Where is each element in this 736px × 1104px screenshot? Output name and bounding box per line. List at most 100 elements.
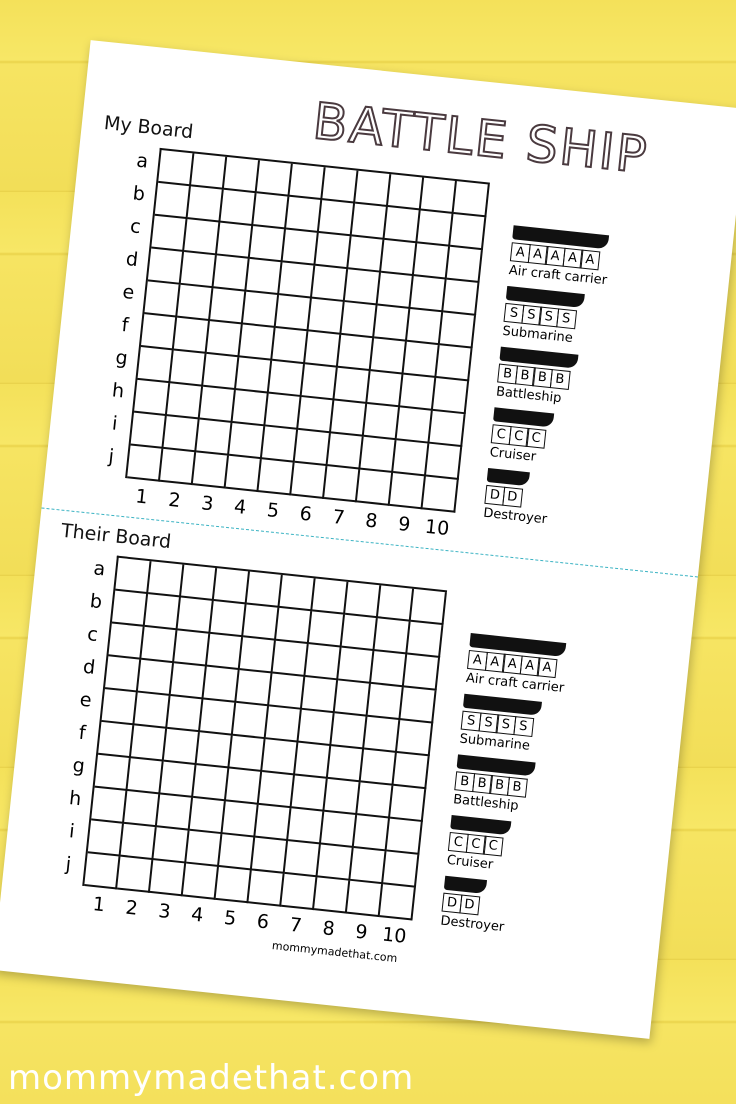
- grid-cell[interactable]: [130, 725, 168, 762]
- grid-cell[interactable]: [218, 834, 256, 871]
- grid-cell[interactable]: [133, 379, 171, 417]
- grid-cell[interactable]: [387, 174, 425, 211]
- grid-cell[interactable]: [284, 841, 321, 878]
- grid-cell[interactable]: [248, 870, 285, 907]
- grid-cell[interactable]: [344, 269, 381, 306]
- grid-cell[interactable]: [144, 281, 181, 318]
- grid-cell[interactable]: [87, 820, 124, 857]
- grid-cell[interactable]: [123, 791, 161, 828]
- grid-cell[interactable]: [190, 153, 228, 190]
- grid-cell[interactable]: [363, 403, 400, 441]
- grid-cell[interactable]: [396, 720, 434, 757]
- grid-cell[interactable]: [399, 374, 437, 411]
- grid-cell[interactable]: [192, 452, 229, 489]
- grid-cell[interactable]: [153, 827, 190, 864]
- grid-cell[interactable]: [196, 419, 233, 456]
- grid-cell[interactable]: [213, 568, 250, 605]
- grid-cell[interactable]: [344, 581, 382, 619]
- grid-cell[interactable]: [275, 295, 312, 332]
- grid-cell[interactable]: [167, 696, 204, 733]
- grid-cell[interactable]: [410, 276, 447, 313]
- grid-cell[interactable]: [180, 564, 218, 602]
- grid-cell[interactable]: [196, 732, 233, 769]
- grid-cell[interactable]: [225, 768, 263, 805]
- grid-cell[interactable]: [429, 410, 466, 448]
- grid-cell[interactable]: [111, 590, 149, 627]
- grid-cell[interactable]: [265, 393, 302, 430]
- grid-cell[interactable]: [357, 782, 394, 819]
- grid-cell[interactable]: [170, 350, 207, 387]
- grid-cell[interactable]: [134, 692, 171, 729]
- grid-cell[interactable]: [246, 258, 283, 296]
- grid-cell[interactable]: [403, 654, 441, 691]
- grid-cell[interactable]: [203, 353, 240, 391]
- grid-cell[interactable]: [327, 746, 365, 783]
- grid-cell[interactable]: [115, 557, 152, 595]
- grid-cell[interactable]: [242, 291, 280, 328]
- grid-cell[interactable]: [236, 670, 273, 707]
- grid-cell[interactable]: [261, 426, 299, 463]
- grid-cell[interactable]: [308, 611, 345, 648]
- grid-cell[interactable]: [120, 823, 157, 861]
- grid-cell[interactable]: [156, 794, 194, 831]
- grid-cell[interactable]: [239, 637, 276, 674]
- grid-cell[interactable]: [163, 416, 200, 453]
- grid-cell[interactable]: [189, 797, 226, 835]
- grid-cell[interactable]: [289, 163, 326, 201]
- grid-cell[interactable]: [317, 844, 354, 881]
- grid-cell[interactable]: [312, 578, 349, 615]
- grid-cell[interactable]: [258, 771, 295, 809]
- grid-cell[interactable]: [91, 787, 128, 824]
- grid-cell[interactable]: [151, 215, 188, 252]
- grid-cell[interactable]: [203, 666, 240, 703]
- grid-cell[interactable]: [285, 196, 323, 233]
- grid-cell[interactable]: [148, 561, 185, 598]
- grid-cell[interactable]: [389, 785, 427, 823]
- grid-cell[interactable]: [180, 251, 217, 289]
- grid-cell[interactable]: [443, 279, 480, 316]
- grid-cell[interactable]: [154, 182, 191, 220]
- grid-cell[interactable]: [228, 422, 266, 460]
- grid-cell[interactable]: [249, 226, 286, 263]
- grid-cell[interactable]: [225, 455, 262, 493]
- grid-cell[interactable]: [101, 689, 138, 726]
- grid-cell[interactable]: [341, 614, 378, 652]
- grid-cell[interactable]: [367, 683, 404, 721]
- grid-cell[interactable]: [305, 644, 342, 681]
- grid-cell[interactable]: [337, 334, 375, 372]
- grid-cell[interactable]: [331, 713, 368, 750]
- grid-cell[interactable]: [272, 327, 309, 365]
- grid-cell[interactable]: [294, 429, 331, 467]
- grid-cell[interactable]: [255, 804, 292, 842]
- grid-cell[interactable]: [348, 236, 385, 273]
- grid-cell[interactable]: [379, 884, 416, 921]
- grid-cell[interactable]: [351, 203, 388, 240]
- grid-cell[interactable]: [159, 448, 197, 486]
- grid-cell[interactable]: [158, 150, 195, 187]
- grid-cell[interactable]: [403, 341, 440, 379]
- grid-cell[interactable]: [147, 248, 185, 285]
- grid-cell[interactable]: [324, 778, 361, 816]
- grid-cell[interactable]: [422, 476, 459, 513]
- grid-cell[interactable]: [304, 331, 342, 368]
- grid-cell[interactable]: [383, 851, 420, 888]
- grid-cell[interactable]: [173, 317, 210, 354]
- grid-cell[interactable]: [406, 308, 444, 346]
- grid-cell[interactable]: [140, 314, 178, 351]
- grid-cell[interactable]: [377, 585, 415, 622]
- grid-cell[interactable]: [262, 739, 299, 776]
- grid-cell[interactable]: [84, 853, 121, 890]
- grid-cell[interactable]: [341, 302, 378, 339]
- grid-cell[interactable]: [216, 222, 254, 259]
- grid-cell[interactable]: [407, 621, 444, 658]
- grid-cell[interactable]: [251, 837, 289, 874]
- grid-cell[interactable]: [420, 177, 457, 214]
- grid-cell[interactable]: [246, 571, 283, 608]
- grid-cell[interactable]: [334, 680, 371, 717]
- grid-cell[interactable]: [206, 633, 244, 671]
- grid-cell[interactable]: [279, 575, 316, 612]
- grid-cell[interactable]: [360, 749, 397, 786]
- grid-cell[interactable]: [313, 877, 351, 914]
- grid-cell[interactable]: [256, 160, 293, 197]
- grid-cell[interactable]: [417, 210, 454, 247]
